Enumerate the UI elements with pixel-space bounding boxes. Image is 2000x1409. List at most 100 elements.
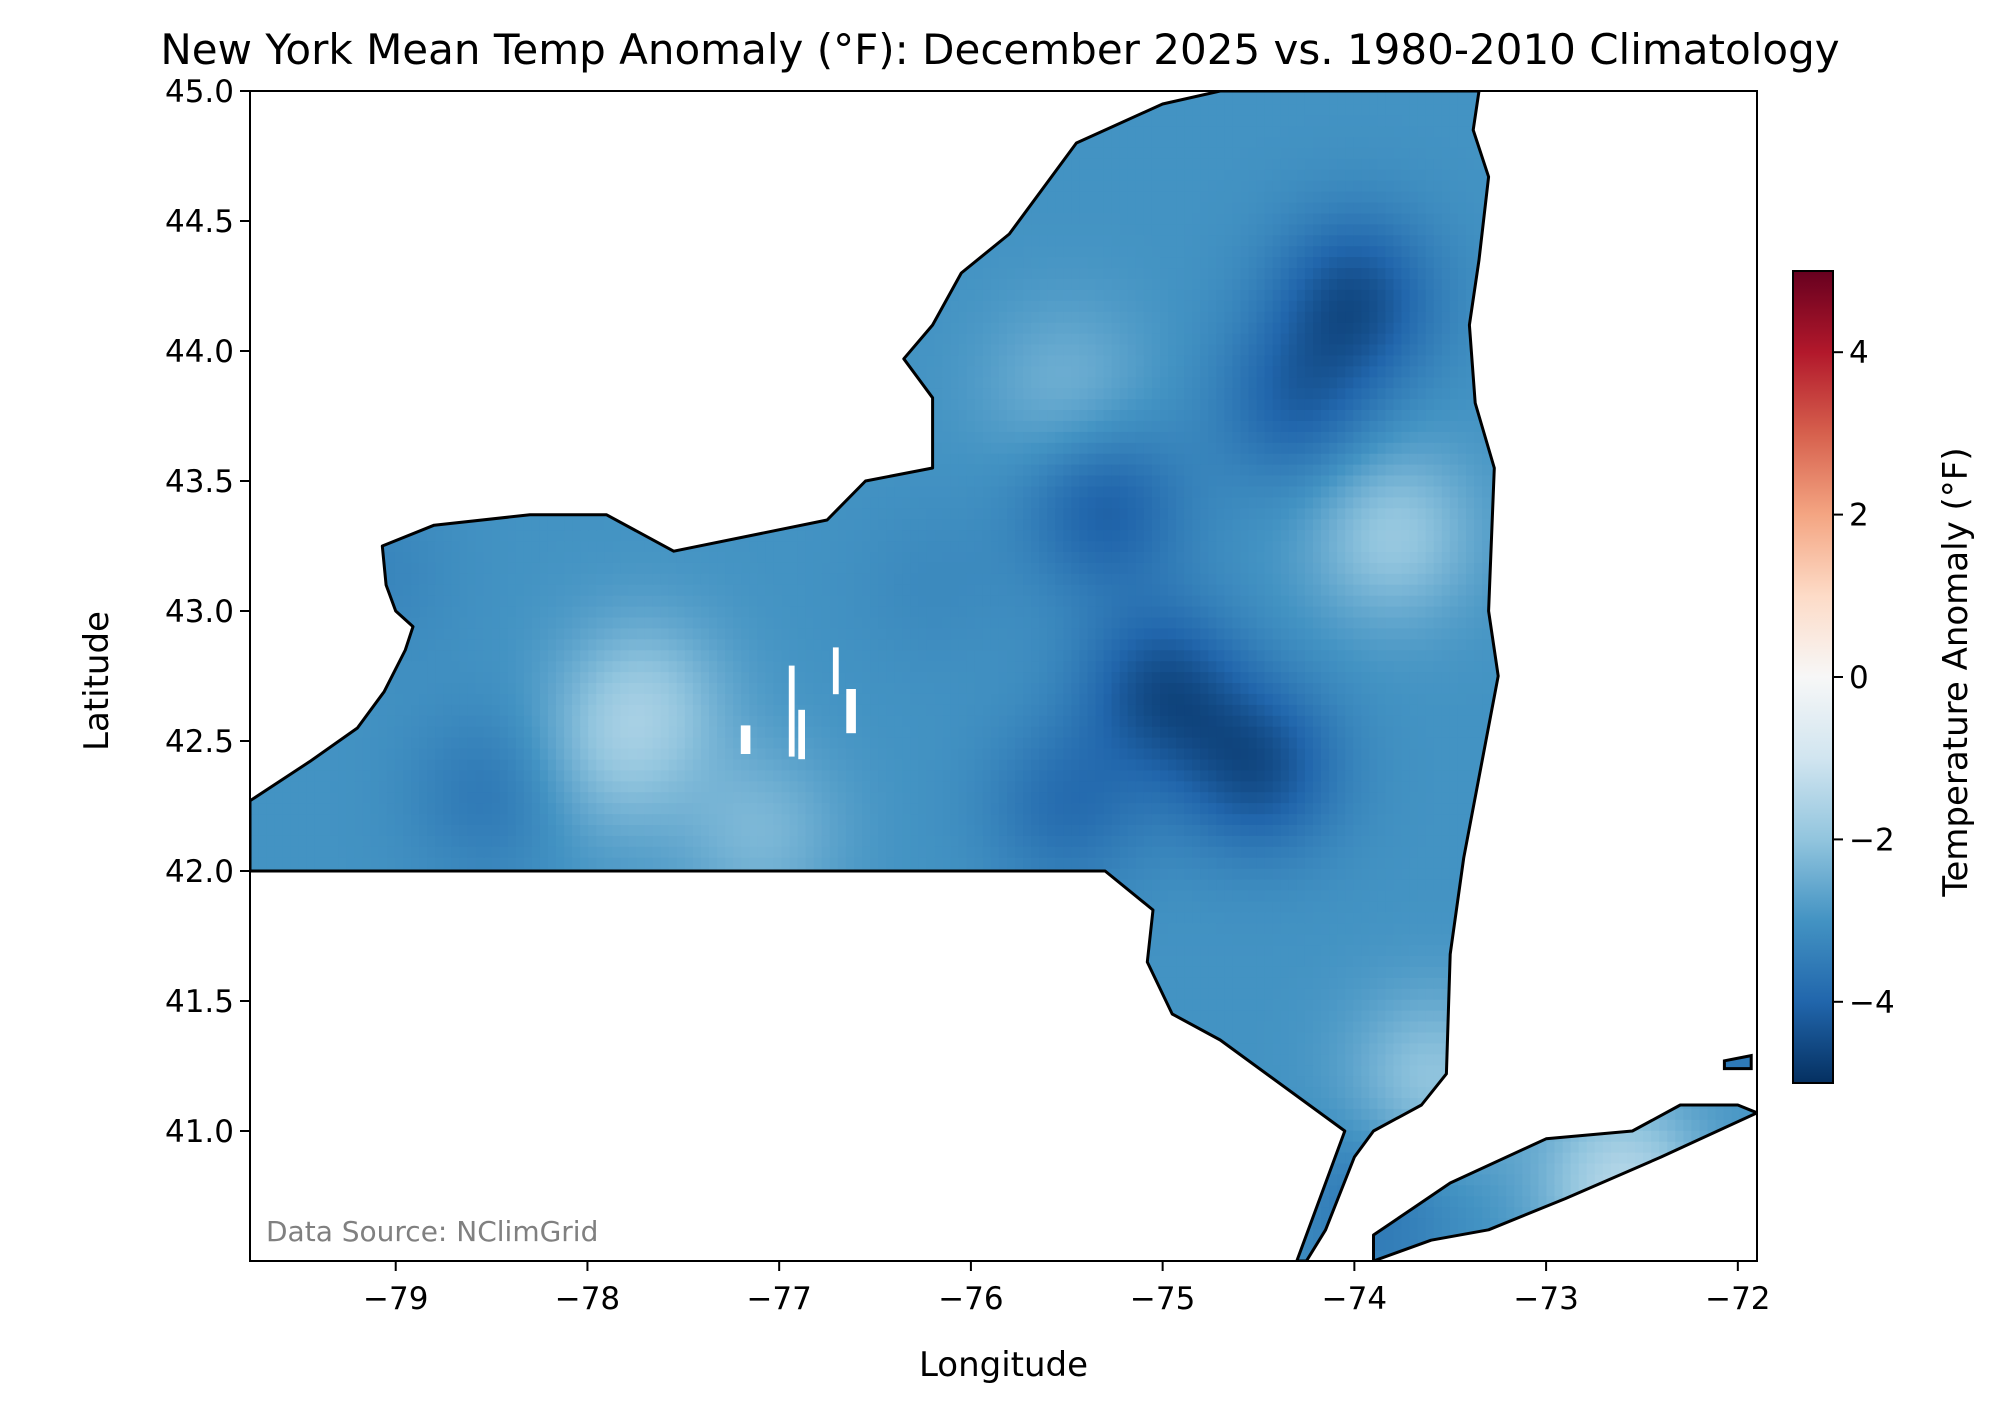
heatmap-cell xyxy=(394,1075,404,1088)
heatmap-cell xyxy=(1594,998,1604,1011)
heatmap-cell xyxy=(1594,1064,1604,1077)
heatmap-cell xyxy=(1683,1173,1693,1186)
heatmap-cell xyxy=(1594,1031,1604,1044)
heatmap-cell xyxy=(523,1020,533,1033)
heatmap-cell xyxy=(749,988,759,1000)
heatmap-cell xyxy=(974,1239,984,1251)
heatmap-cell xyxy=(813,966,823,978)
heatmap-cell xyxy=(773,1042,783,1055)
heatmap-cell xyxy=(1457,1184,1467,1197)
heatmap-cell xyxy=(990,998,1000,1011)
heatmap-cell xyxy=(515,1086,525,1098)
heatmap-cell xyxy=(805,1184,815,1197)
heatmap-cell xyxy=(966,1140,976,1153)
heatmap-cell xyxy=(258,1020,267,1033)
heatmap-cell xyxy=(443,1042,453,1055)
heatmap-cell xyxy=(1248,1206,1258,1219)
heatmap-cell xyxy=(1530,1217,1540,1229)
heatmap-cell xyxy=(1627,1151,1636,1164)
heatmap-cell xyxy=(572,1184,581,1197)
heatmap-cell xyxy=(950,977,960,989)
heatmap-cell xyxy=(886,1108,896,1120)
heatmap-cell xyxy=(266,1020,275,1033)
heatmap-cell xyxy=(1667,1009,1677,1022)
heatmap-cell xyxy=(1578,1053,1588,1066)
heatmap-cell xyxy=(556,1064,565,1077)
heatmap-cell xyxy=(1361,1086,1371,1098)
heatmap-cell xyxy=(886,966,896,978)
heatmap-cell xyxy=(1707,1140,1717,1153)
heatmap-cell xyxy=(451,1075,461,1088)
heatmap-cell xyxy=(1619,1130,1628,1142)
heatmap-cell xyxy=(507,1075,517,1088)
heatmap-cell xyxy=(1457,1151,1467,1164)
heatmap-cell xyxy=(411,988,420,1000)
heatmap-cell xyxy=(725,1108,734,1120)
heatmap-cell xyxy=(910,1239,920,1251)
heatmap-cell xyxy=(700,1009,710,1022)
heatmap-cell xyxy=(419,1184,428,1197)
heatmap-cell xyxy=(934,1140,944,1153)
heatmap-cell xyxy=(572,1173,581,1186)
heatmap-cell xyxy=(1248,1086,1258,1098)
heatmap-cell xyxy=(934,1162,944,1175)
heatmap-cell xyxy=(459,1064,469,1077)
heatmap-cell xyxy=(1538,1184,1548,1197)
heatmap-cell xyxy=(322,1130,332,1142)
heatmap-cell xyxy=(322,1108,332,1120)
heatmap-cell xyxy=(1119,1053,1129,1066)
heatmap-cell xyxy=(1739,1108,1749,1120)
heatmap-cell xyxy=(733,1042,743,1055)
heatmap-cell xyxy=(773,1206,783,1219)
heatmap-cell xyxy=(1192,1151,1202,1164)
heatmap-cell xyxy=(829,966,839,978)
heatmap-cell xyxy=(1184,1097,1193,1109)
heatmap-cell xyxy=(1578,1031,1588,1044)
heatmap-cell xyxy=(459,1173,469,1186)
heatmap-cell xyxy=(813,1064,823,1077)
heatmap-cell xyxy=(837,1097,847,1109)
heatmap-cell xyxy=(1143,1130,1153,1142)
heatmap-cell xyxy=(998,1206,1008,1219)
heatmap-cell xyxy=(700,1130,710,1142)
heatmap-cell xyxy=(910,1184,920,1197)
heatmap-cell xyxy=(588,1195,598,1208)
heatmap-cell xyxy=(1610,988,1620,1000)
heatmap-cell xyxy=(862,1206,871,1219)
heatmap-cell xyxy=(1079,1086,1089,1098)
heatmap-cell xyxy=(1240,1064,1250,1077)
heatmap-cell xyxy=(805,1064,815,1077)
heatmap-cell xyxy=(1119,1064,1129,1077)
heatmap-cell xyxy=(1530,998,1540,1011)
heatmap-cell xyxy=(483,1009,493,1022)
heatmap-cell xyxy=(1610,1108,1620,1120)
heatmap-cell xyxy=(684,1206,694,1219)
heatmap-cell xyxy=(1345,977,1355,989)
heatmap-cell xyxy=(1586,1086,1596,1098)
heatmap-cell xyxy=(982,1053,992,1066)
heatmap-cell xyxy=(1304,1119,1314,1131)
heatmap-cell xyxy=(990,988,1000,1000)
heatmap-cell xyxy=(1079,1053,1089,1066)
heatmap-cell xyxy=(539,998,549,1011)
heatmap-cell xyxy=(1691,1206,1701,1219)
heatmap-cell xyxy=(1506,1086,1516,1098)
heatmap-cell xyxy=(620,1162,630,1175)
heatmap-cell xyxy=(652,998,662,1011)
heatmap-cell xyxy=(684,966,694,978)
heatmap-cell xyxy=(1127,1151,1137,1164)
heatmap-cell xyxy=(1554,1097,1564,1109)
heatmap-cell xyxy=(1361,1108,1371,1120)
heatmap-cell xyxy=(1184,1130,1193,1142)
heatmap-cell xyxy=(1103,1151,1113,1164)
heatmap-cell xyxy=(1087,1064,1097,1077)
heatmap-cell xyxy=(821,966,831,978)
heatmap-cell xyxy=(644,1184,654,1197)
heatmap-cell xyxy=(692,1119,702,1131)
heatmap-cell xyxy=(427,1031,437,1044)
heatmap-cell xyxy=(757,1064,767,1077)
heatmap-cell xyxy=(604,977,614,989)
heatmap-cell xyxy=(1023,1031,1032,1044)
heatmap-cell xyxy=(765,1130,775,1142)
heatmap-cell xyxy=(1377,1075,1387,1088)
